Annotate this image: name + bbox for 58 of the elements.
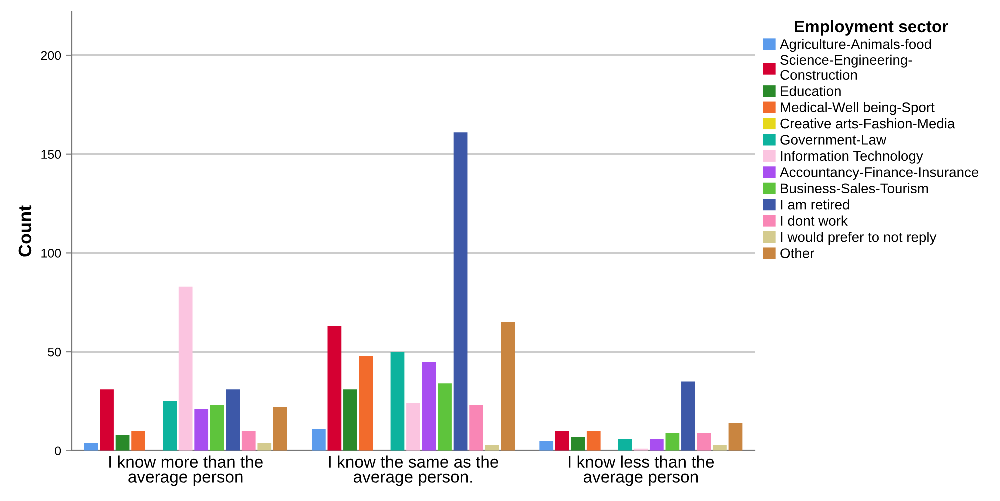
bar — [454, 132, 468, 451]
bar — [390, 352, 405, 451]
bar — [438, 384, 452, 451]
bar — [571, 437, 586, 451]
legend-label: I would prefer to not reply — [781, 232, 937, 245]
legend-label: Agriculture-Animals-food — [780, 39, 932, 52]
legend-label: I dont work — [781, 216, 848, 226]
y-tick-label: 200 — [41, 51, 62, 60]
legend-label: Science-Engineering- Construction — [780, 54, 912, 80]
bar — [586, 431, 601, 451]
bar — [84, 442, 98, 451]
bar — [618, 439, 632, 451]
bar — [344, 390, 358, 451]
bar — [100, 390, 114, 451]
bar — [178, 286, 193, 451]
bar — [273, 407, 288, 451]
bar — [194, 409, 209, 451]
x-tick-label: I know more than the average person — [110, 456, 263, 486]
legend-label: I am retired — [781, 200, 850, 210]
bar — [728, 423, 743, 451]
bar — [682, 382, 696, 451]
bar — [540, 441, 554, 451]
legend-label: Information Technology — [781, 150, 924, 164]
legend-label: Education — [781, 86, 841, 96]
bar — [226, 390, 240, 451]
bar — [697, 433, 712, 451]
bar — [132, 431, 146, 451]
bar — [485, 444, 500, 451]
bar — [422, 362, 436, 451]
bar — [501, 322, 516, 451]
legend-title: Employment sector — [795, 20, 948, 36]
x-tick-label: I know less than the average person — [569, 456, 714, 486]
bar — [555, 431, 570, 451]
x-tick-label: I know the same as the average person. — [329, 456, 498, 486]
bar — [116, 435, 130, 451]
bar — [163, 401, 178, 451]
bar — [242, 431, 256, 451]
legend-label: Other — [780, 248, 815, 258]
legend-label: Medical-Well being-Sport — [781, 102, 935, 116]
y-tick-label: 100 — [42, 249, 62, 258]
bar — [210, 405, 224, 451]
bar — [470, 405, 484, 451]
bar — [713, 444, 727, 451]
legend-label: Business-Sales-Tourism — [781, 183, 928, 194]
legend-label: Accountancy-Finance-Insurance — [780, 167, 979, 180]
y-axis-title: Count — [18, 206, 32, 257]
y-tick-label: 150 — [42, 150, 62, 160]
bar — [328, 326, 342, 451]
y-tick-label: 0 — [55, 446, 62, 456]
bar — [312, 429, 326, 451]
legend-label: Creative arts-Fashion-Media — [780, 118, 956, 129]
bar — [666, 433, 680, 451]
legend-label: Government-Law — [780, 135, 887, 145]
y-tick-label: 50 — [48, 348, 62, 357]
bar — [406, 403, 420, 451]
bar — [359, 356, 374, 451]
bar — [650, 439, 664, 451]
bar — [258, 442, 272, 451]
